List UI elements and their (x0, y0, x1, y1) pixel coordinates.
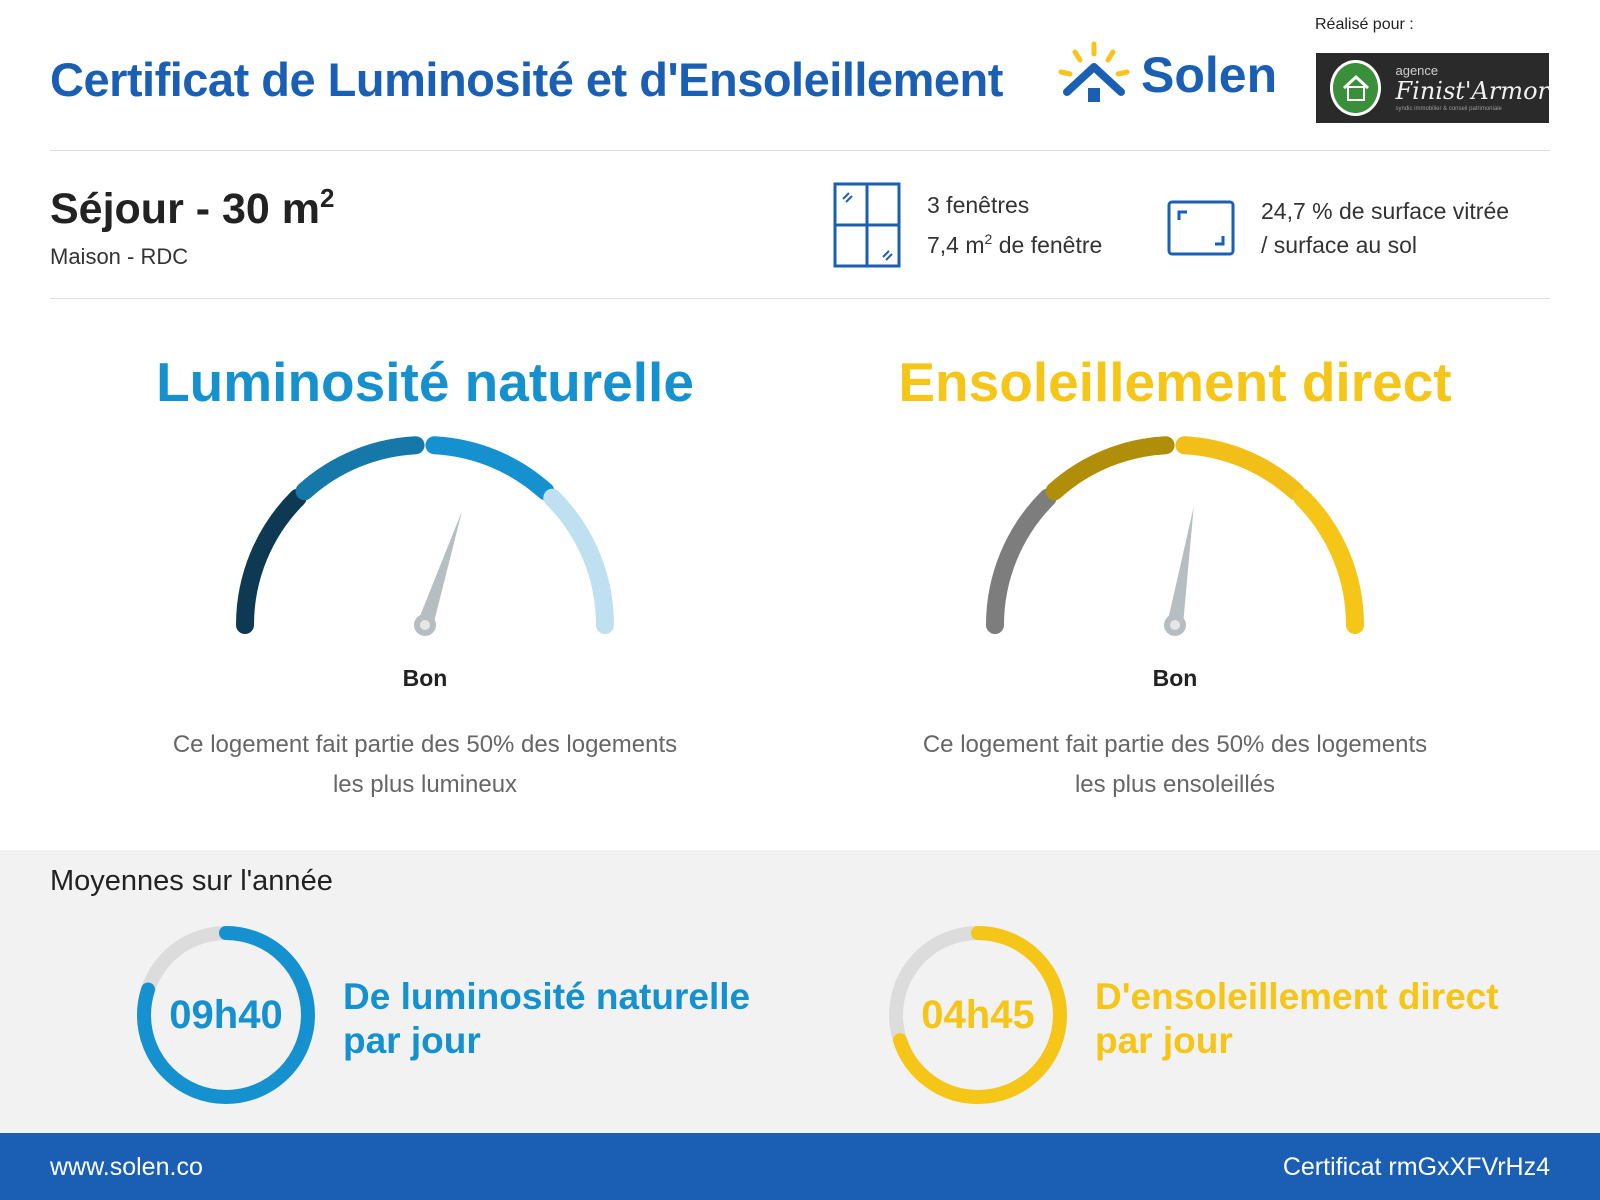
made-for-label: Réalisé pour : (1315, 16, 1414, 33)
divider (50, 150, 1550, 151)
sunshine-hours-label: D'ensoleillement direct par jour (1095, 976, 1499, 1061)
luminosity-hours-value: 09h40 (169, 992, 283, 1037)
gauge-segment (1045, 436, 1175, 501)
ring-progress (889, 926, 1067, 1104)
client-name: Finist'Armor (1395, 77, 1549, 105)
gauge-segment (295, 436, 425, 501)
glazing-ratio-stat: 24,7 % de surface vitrée / surface au so… (1167, 194, 1509, 262)
client-logo: agence Finist'Armor syndic immobilier & … (1316, 53, 1549, 123)
floor-area-icon (1167, 200, 1235, 256)
window-icon (833, 182, 901, 268)
gauge-needle (417, 510, 463, 628)
header: Certificat de Luminosité et d'Ensoleille… (50, 0, 1550, 150)
sun-house-icon (1058, 41, 1130, 102)
divider (50, 298, 1550, 299)
gauge-segment (425, 436, 555, 501)
room-name: Séjour - 30 m2 (50, 183, 335, 233)
sunshine-description: Ce logement fait partie des 50% des loge… (922, 731, 1428, 798)
yearly-averages-section: Moyennes sur l'année 09h40 De luminosité… (0, 850, 1600, 1133)
website-link[interactable]: www.solen.co (50, 1153, 203, 1181)
averages-title: Moyennes sur l'année (50, 865, 333, 897)
gauge-segment (1293, 488, 1364, 634)
page-title: Certificat de Luminosité et d'Ensoleille… (50, 53, 1003, 106)
windows-count: 3 fenêtres (927, 192, 1030, 218)
client-tagline: syndic immobilier & conseil patrimoniale (1395, 106, 1502, 112)
brand-logo: Solen (1055, 40, 1277, 110)
gauge-segment (986, 488, 1057, 634)
luminosity-description: Ce logement fait partie des 50% des loge… (172, 731, 678, 798)
brand-name: Solen (1141, 47, 1278, 103)
gauge-segment (1175, 436, 1305, 501)
sunshine-hours-ring (889, 926, 1067, 1104)
footer: www.solen.co Certificat rmGxXFVrHz4 (0, 1133, 1600, 1200)
gauge-segment (236, 488, 307, 634)
luminosity-rating: Bon (402, 665, 448, 691)
gauge-segment (543, 488, 614, 634)
ring-progress (137, 926, 315, 1104)
windows-stat: 3 fenêtres 7,4 m2 de fenêtre (833, 182, 1102, 268)
house-icon (1330, 60, 1382, 116)
gauge-needle-pin (420, 620, 430, 630)
sunshine-gauge-title: Ensoleillement direct (898, 351, 1452, 413)
glazing-ratio-line1: 24,7 % de surface vitrée (1261, 198, 1510, 224)
client-agence-label: agence (1395, 63, 1439, 78)
sunshine-rating: Bon (1152, 665, 1198, 691)
luminosity-gauge-title: Luminosité naturelle (156, 351, 694, 413)
luminosity-hours-ring (137, 926, 315, 1104)
luminosity-hours-label: De luminosité naturelle par jour (343, 976, 751, 1061)
gauge-needle (1167, 506, 1194, 627)
sunshine-gauge (986, 436, 1364, 636)
luminosity-gauge (236, 436, 614, 636)
windows-area: 7,4 m2 de fenêtre (927, 231, 1103, 258)
sunshine-hours-value: 04h45 (921, 992, 1035, 1037)
certificate-id: Certificat rmGxXFVrHz4 (1282, 1153, 1550, 1181)
glazing-ratio-line2: / surface au sol (1261, 232, 1417, 258)
gauge-needle-pin (1170, 620, 1180, 630)
room-location: Maison - RDC (50, 244, 189, 269)
